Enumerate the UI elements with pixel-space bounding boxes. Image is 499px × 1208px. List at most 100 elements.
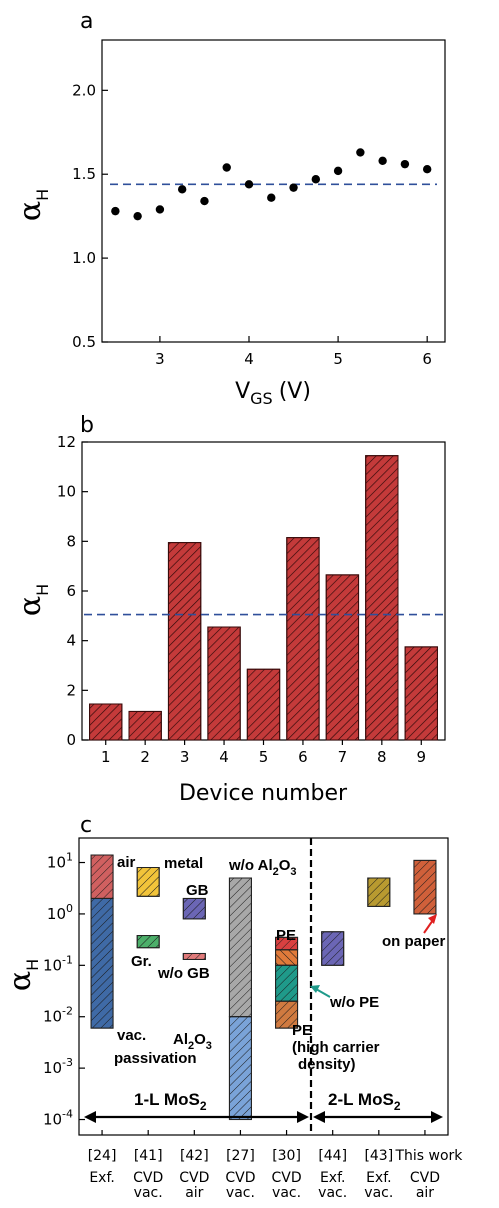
panel-b-bar-hatch: [167, 542, 202, 741]
panel-c-y-tick-label: 10-3: [43, 1056, 73, 1077]
panel-c-category-labels: [24]Exf.[41]CVDvac.[42]CVDair[27]CVDvac.…: [88, 1130, 463, 1201]
panel-c-category-environment: vac.: [134, 1185, 163, 1201]
panel-a-data-point: [177, 185, 187, 194]
panel-c-category-method: Exf.: [320, 1170, 346, 1186]
panel-b-bars: [89, 455, 438, 741]
annotation-without-pe: w/o PE: [329, 994, 379, 1011]
panel-c-y-tick-label: 100: [47, 902, 73, 923]
panel-c-range-bar-hatch: [413, 859, 437, 915]
panel-b-y-ticks: 0 2 4 6 8 10 12: [57, 433, 88, 749]
panel-a-y-tick-label: 2.0: [72, 81, 96, 99]
panel-a-data-point: [289, 183, 298, 192]
panel-b-x-tick-label: 6: [298, 748, 308, 766]
panel-a-data-point: [200, 196, 209, 206]
annotation-al2o3: Al2O3: [173, 1031, 212, 1052]
panel-c-category-method: CVD: [179, 1170, 209, 1186]
panel-c-category-ref: [41]: [134, 1148, 163, 1164]
panel-c-range-bar-hatch: [90, 897, 114, 1029]
panel-c-category-ref: [27]: [226, 1148, 255, 1164]
panel-a-y-tick-label: 0.5: [72, 333, 96, 351]
panel-b-bar-hatch: [286, 537, 320, 741]
panel-b-letter: b: [80, 413, 94, 438]
panel-c-range-bar-hatch: [228, 1016, 252, 1121]
panel-c-category-method: Exf.: [366, 1170, 392, 1186]
panel-a-data-point: [155, 205, 165, 214]
panel-a-y-ticks: 0.5 1.0 1.5 2.0: [72, 81, 108, 351]
panel-c-y-tick-label: 10-4: [43, 1108, 73, 1129]
panel-a-x-tick-label: 6: [422, 350, 432, 368]
panel-a-x-tick-label: 4: [244, 350, 254, 368]
panel-a-x-tick-label: 5: [333, 350, 343, 368]
panel-c-range-bar-hatch: [136, 867, 160, 897]
panel-c-plot-frame: [78, 837, 449, 1136]
annotation-density: density): [298, 1056, 356, 1073]
annotation-pe-bottom: PE: [292, 1022, 312, 1039]
panel-c-category-environment: vac.: [318, 1185, 347, 1201]
panel-c-range-bar-hatch: [90, 854, 114, 899]
panel-c-range-bars: [90, 854, 437, 1121]
annotation-air: air: [117, 854, 136, 871]
panel-a-plot-frame: [101, 39, 446, 343]
panel-b-bar-hatch: [128, 710, 162, 741]
panel-b-bar-hatch: [365, 455, 399, 741]
panel-b-x-tick-label: 1: [101, 748, 111, 766]
panel-b-bar-hatch: [246, 668, 281, 741]
panel-a-y-tick-label: 1.0: [72, 249, 96, 267]
panel-a-points: [111, 148, 432, 221]
panel-c-category-environment: air: [185, 1185, 203, 1201]
panel-b-x-tick-label: 8: [377, 748, 387, 766]
panel-c-category-method: CVD: [133, 1170, 163, 1186]
panel-a-y-axis-label: αH: [13, 189, 52, 221]
annotation-metal: metal: [164, 855, 203, 872]
panel-c-category-environment: vac.: [226, 1185, 255, 1201]
panel-b-x-tick-label: 2: [140, 748, 150, 766]
panel-a-data-point: [133, 211, 142, 221]
panel-b-bar-hatch: [89, 703, 123, 741]
panel-c-group-2l: 2-L MoS2: [328, 1090, 401, 1113]
panel-c-y-axis-label: αH: [3, 959, 42, 991]
panel-c-category-ref: This work: [394, 1148, 463, 1164]
panel-c-category-method: CVD: [410, 1170, 440, 1186]
panel-c-y-ticks: 10-4 10-3 10-2 10-1 100 101: [43, 851, 85, 1129]
annotation-high-carrier: (high carrier: [292, 1039, 380, 1056]
panel-c-category-environment: vac.: [364, 1185, 393, 1201]
panel-a-data-point: [356, 148, 365, 157]
panel-a-y-tick-label: 1.5: [72, 165, 96, 183]
panel-a-data-point: [111, 206, 120, 216]
panel-b-x-tick-label: 4: [219, 748, 229, 766]
panel-c-category-method: CVD: [225, 1170, 255, 1186]
panel-c-annotations: air metal GB w/o Al2O3 Gr. w/o GB PE vac…: [114, 854, 446, 1073]
panel-b-y-tick-label: 6: [66, 582, 76, 600]
annotation-graphene: Gr.: [131, 953, 152, 970]
panel-b-x-axis-label: Device number: [179, 781, 348, 806]
panel-a-scatter-chart: a 0.5 1.0 1.5 2.0 3 4 5 6 αH VGS (V): [13, 9, 446, 408]
arrow-on-paper-head: [428, 914, 437, 924]
panel-a-data-point: [333, 166, 343, 176]
panel-a-data-point: [222, 163, 231, 172]
panel-a-data-point: [378, 156, 387, 165]
panel-c-category-ref: [44]: [318, 1148, 347, 1164]
panel-b-y-tick-label: 10: [57, 483, 76, 501]
panel-b-y-tick-label: 12: [57, 433, 76, 451]
panel-a-data-point: [422, 164, 432, 174]
annotation-passivation: passivation: [114, 1050, 197, 1067]
panel-c-range-bar-hatch: [275, 1000, 299, 1029]
arrow-without-pe: [315, 988, 331, 998]
panel-a-x-ticks: 3 4 5 6: [155, 336, 432, 368]
annotation-without-gb: w/o GB: [157, 965, 210, 982]
panel-c-range-bar-hatch: [182, 897, 206, 920]
panel-a-data-point: [244, 180, 254, 189]
panel-b-x-tick-label: 9: [417, 748, 427, 766]
panel-c-range-bar-hatch: [228, 877, 252, 1018]
panel-c-y-tick-label: 10-1: [43, 953, 73, 974]
panel-a-data-point: [311, 175, 321, 184]
panel-b-bar-hatch: [207, 626, 241, 741]
panel-b-y-tick-label: 4: [66, 632, 76, 650]
annotation-pe-top: PE: [276, 927, 296, 944]
panel-b-y-axis-label: αH: [13, 584, 52, 616]
panel-b-x-tick-label: 7: [338, 748, 348, 766]
panel-a-x-axis-label: VGS (V): [235, 379, 311, 408]
panel-b-y-tick-label: 2: [66, 681, 76, 699]
